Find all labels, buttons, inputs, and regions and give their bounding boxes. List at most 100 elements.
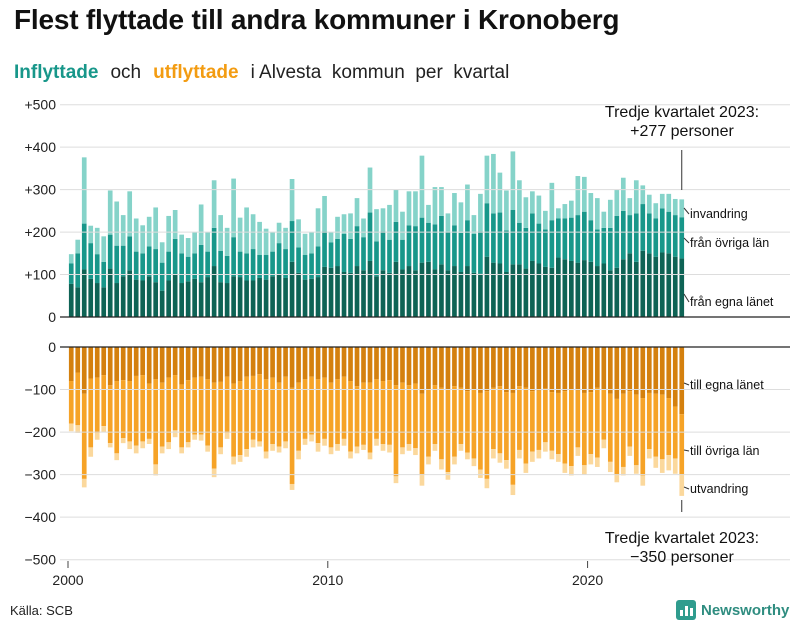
bar-out-abroad	[640, 475, 646, 486]
bar-out-own	[335, 347, 340, 380]
bar-in-abroad	[575, 176, 581, 216]
bar-out-abroad	[231, 456, 236, 465]
bar-in-own	[211, 266, 217, 317]
bar-out-other	[471, 389, 477, 459]
bar-in-abroad	[114, 201, 120, 246]
bar-out-other	[517, 386, 522, 450]
bar-out-own	[393, 347, 399, 386]
bar-out-other	[68, 381, 74, 424]
bar-out-other	[140, 375, 146, 442]
bar-in-own	[588, 261, 594, 317]
bar-out-own	[672, 347, 678, 407]
bar-out-other	[179, 384, 184, 448]
bar-in-own	[289, 261, 295, 317]
bar-in-other	[270, 251, 275, 277]
bar-in-other	[354, 226, 360, 267]
bar-out-abroad	[179, 447, 184, 454]
bar-in-own	[198, 282, 204, 317]
bar-out-abroad	[536, 449, 542, 459]
bar-in-abroad	[413, 191, 418, 227]
bar-in-own	[328, 267, 334, 317]
bar-out-other	[133, 375, 139, 446]
bar-out-abroad	[289, 483, 295, 490]
bar-in-abroad	[341, 214, 347, 234]
bar-out-other	[620, 393, 626, 467]
bar-in-abroad	[465, 184, 470, 221]
bar-in-other	[81, 223, 87, 270]
y-tick-label-bottom: −300	[24, 467, 56, 483]
bar-out-other	[296, 382, 301, 451]
bar-out-own	[465, 347, 470, 392]
bar-in-own	[120, 276, 126, 317]
bar-in-abroad	[419, 155, 425, 218]
bar-in-own	[276, 274, 282, 317]
bar-out-abroad	[270, 443, 275, 451]
bar-out-own	[413, 347, 418, 384]
bar-in-own	[393, 261, 399, 317]
bar-in-abroad	[88, 225, 94, 244]
bar-in-other	[497, 212, 503, 264]
bar-in-own	[575, 262, 581, 317]
bar-out-own	[302, 347, 308, 380]
bar-in-abroad	[510, 151, 516, 211]
bar-out-abroad	[107, 443, 113, 448]
bar-out-own	[244, 347, 249, 377]
bar-out-own	[633, 347, 639, 395]
bar-in-own	[439, 264, 444, 317]
bar-in-other	[406, 225, 412, 267]
bar-in-abroad	[185, 238, 191, 257]
bar-in-other	[471, 233, 477, 273]
bar-out-abroad	[510, 484, 516, 496]
bar-out-own	[594, 347, 600, 388]
bar-in-other	[517, 222, 522, 265]
bar-out-abroad	[244, 449, 249, 457]
bar-out-other	[211, 382, 217, 469]
bar-out-other	[679, 414, 685, 475]
bar-in-other	[432, 224, 438, 270]
bar-out-other	[445, 389, 451, 473]
bar-in-own	[166, 280, 172, 317]
bar-in-own	[581, 260, 587, 317]
bar-out-own	[107, 347, 113, 386]
bar-in-own	[94, 283, 100, 317]
bar-in-other	[140, 253, 146, 281]
bar-in-abroad	[289, 179, 295, 222]
bar-in-other	[348, 238, 353, 273]
bar-in-abroad	[504, 190, 509, 231]
bar-out-other	[107, 385, 113, 444]
bar-in-other	[620, 210, 626, 260]
bar-out-own	[172, 347, 178, 376]
bar-out-other	[458, 387, 464, 444]
bar-in-other	[491, 213, 496, 263]
bar-in-other	[536, 223, 542, 264]
bar-in-abroad	[153, 207, 159, 250]
bar-out-own	[607, 347, 613, 394]
bar-in-abroad	[491, 153, 496, 214]
bar-in-abroad	[601, 211, 607, 228]
annotation-top-line1: Tredje kvartalet 2023:	[605, 104, 759, 121]
bar-in-abroad	[387, 204, 392, 240]
bar-in-own	[224, 283, 230, 317]
bar-in-abroad	[270, 232, 275, 252]
bar-out-abroad	[114, 453, 120, 461]
bar-out-other	[224, 376, 230, 433]
bar-out-own	[75, 347, 81, 373]
bar-in-own	[497, 263, 503, 317]
bar-out-other	[510, 392, 516, 485]
bar-in-other	[146, 246, 152, 277]
bar-in-own	[237, 277, 243, 317]
bar-in-other	[302, 255, 308, 280]
bar-in-abroad	[328, 232, 334, 243]
bar-in-own	[620, 259, 626, 317]
bar-out-own	[400, 347, 405, 383]
bar-in-abroad	[68, 254, 74, 264]
bar-in-abroad	[354, 198, 360, 227]
bar-in-other	[218, 250, 223, 283]
bar-out-abroad	[348, 451, 353, 459]
bar-in-other	[439, 215, 444, 265]
bar-out-own	[146, 347, 152, 384]
bar-out-own	[88, 347, 94, 379]
bar-out-other	[205, 379, 210, 446]
bar-in-own	[465, 266, 470, 317]
bar-out-own	[296, 347, 301, 383]
